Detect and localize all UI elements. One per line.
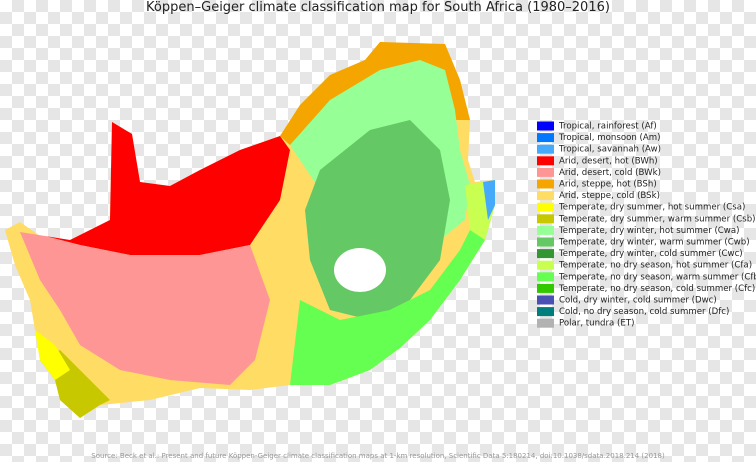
legend-label: Arid, steppe, hot (BSh) — [559, 180, 657, 190]
legend-swatch — [537, 214, 554, 224]
legend-swatch — [537, 191, 554, 201]
source-note: Source: Beck et al.: Present and future … — [91, 452, 665, 460]
map — [5, 42, 495, 418]
legend-label: Arid, desert, hot (BWh) — [559, 156, 658, 166]
legend-label: Temperate, no dry season, warm summer (C… — [558, 272, 756, 282]
legend-label: Arid, steppe, cold (BSk) — [559, 191, 660, 201]
region-bwk — [20, 232, 270, 385]
legend-swatch — [537, 167, 554, 177]
legend-swatch — [537, 272, 554, 282]
legend-swatch — [537, 156, 554, 166]
legend-label: Cold, no dry season, cold summer (Dfc) — [559, 307, 729, 317]
legend-label: Arid, desert, cold (BWk) — [559, 168, 661, 178]
legend-label: Temperate, dry winter, hot summer (Cwa) — [558, 226, 739, 236]
legend-label: Cold, dry winter, cold summer (Dwc) — [559, 296, 717, 306]
legend-label: Temperate, dry winter, cold summer (Cwc) — [558, 249, 743, 259]
region-cfb — [290, 205, 495, 385]
lesotho — [334, 248, 386, 292]
legend-swatch — [537, 249, 554, 259]
legend-swatch — [537, 318, 554, 328]
legend-swatch — [537, 237, 554, 247]
legend-label: Polar, tundra (ET) — [559, 319, 634, 329]
legend-swatch — [537, 121, 554, 131]
legend-label: Temperate, dry winter, warm summer (Cwb) — [558, 238, 750, 248]
legend-label: Tropical, rainforest (Af) — [558, 122, 657, 132]
legend-swatch — [537, 133, 554, 143]
region-bwh — [45, 122, 290, 255]
region-csa — [35, 330, 70, 380]
legend-label: Tropical, monsoon (Am) — [558, 133, 660, 143]
legend-swatch — [537, 307, 554, 317]
legend-swatch — [537, 144, 554, 154]
legend-swatch — [537, 260, 554, 270]
legend-swatch — [537, 202, 554, 212]
legend-label: Temperate, no dry season, hot summer (Cf… — [558, 261, 752, 271]
map-title: Köppen–Geiger climate classification map… — [146, 0, 610, 15]
legend-swatch — [537, 295, 554, 305]
legend-label: Temperate, dry summer, warm summer (Csb) — [558, 214, 756, 224]
legend-label: Tropical, savannah (Aw) — [558, 145, 661, 155]
legend: Tropical, rainforest (Af)Tropical, monso… — [537, 121, 756, 329]
legend-label: Temperate, dry summer, hot summer (Csa) — [558, 203, 745, 213]
legend-swatch — [537, 225, 554, 235]
legend-swatch — [537, 179, 554, 189]
region-aw — [483, 180, 495, 220]
legend-swatch — [537, 283, 554, 293]
legend-label: Temperate, no dry season, cold summer (C… — [558, 284, 755, 294]
